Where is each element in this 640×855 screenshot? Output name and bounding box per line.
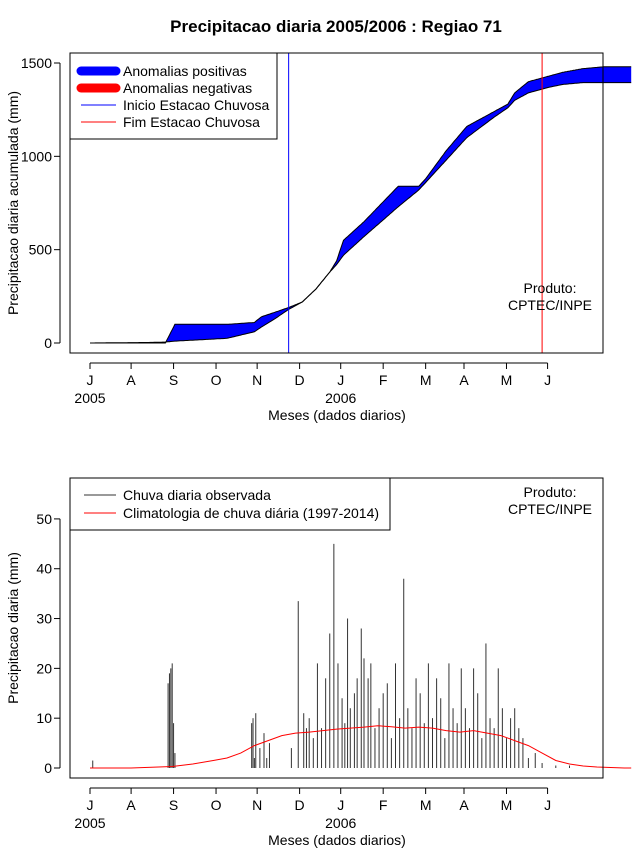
y-tick-label: 20	[36, 660, 52, 676]
x-tick-label: D	[295, 797, 305, 813]
top-product-source: CPTEC/INPE	[508, 297, 592, 313]
x-year-label: 2005	[74, 390, 105, 406]
observed-accumulated-line	[90, 66, 632, 344]
x-tick-label: J	[544, 797, 551, 813]
x-tick-label: A	[459, 797, 469, 813]
y-tick-label: 0	[44, 760, 52, 776]
x-tick-label: M	[501, 372, 513, 388]
legend-label-observed: Chuva diaria observada	[123, 487, 271, 503]
x-tick-label: J	[337, 797, 344, 813]
top-product-label: Produto:	[524, 280, 577, 296]
y-tick-label: 50	[36, 511, 52, 527]
x-year-label: 2006	[325, 815, 356, 831]
y-tick-label: 40	[36, 561, 52, 577]
x-tick-label: M	[420, 797, 432, 813]
bottom-legend-box	[69, 477, 391, 531]
x-tick-label: J	[544, 372, 551, 388]
bottom-product-label: Produto:	[524, 484, 577, 500]
y-tick-label: 10	[36, 710, 52, 726]
x-tick-label: M	[420, 372, 432, 388]
x-tick-label: S	[169, 372, 178, 388]
x-tick-label: A	[126, 797, 136, 813]
bottom-product-source: CPTEC/INPE	[508, 501, 592, 517]
legend-label-negative: Anomalias negativas	[123, 80, 252, 96]
bottom-y-axis-label: Precipitacao diaria (mm)	[5, 552, 21, 704]
y-tick-label: 0	[44, 335, 52, 351]
y-tick-label: 1500	[21, 55, 52, 71]
legend-label-inicio: Inicio Estacao Chuvosa	[123, 97, 270, 113]
top-legend: Anomalias positivas Anomalias negativas …	[69, 52, 278, 140]
y-tick-label: 500	[29, 242, 53, 258]
x-tick-label: M	[501, 797, 513, 813]
x-tick-label: N	[252, 372, 262, 388]
x-year-label: 2005	[74, 815, 105, 831]
top-x-axis-label: Meses (dados diarios)	[268, 407, 406, 423]
y-tick-label: 30	[36, 611, 52, 627]
bottom-x-axis-label: Meses (dados diarios)	[268, 832, 406, 848]
chart-title: Precipitacao diaria 2005/2006 : Regiao 7…	[170, 17, 502, 36]
x-tick-label: O	[211, 372, 222, 388]
x-tick-label: J	[87, 797, 94, 813]
daily-plot: 0 10 20 30 40 50 J A S O N D J F M A M J 2005 2006 Meses (…	[5, 477, 632, 848]
climatology-accumulated-line	[90, 82, 632, 344]
bottom-y-axis: 0 10 20 30 40 50	[36, 511, 61, 776]
x-tick-label: J	[337, 372, 344, 388]
y-tick-label: 1000	[21, 148, 52, 164]
x-tick-label: D	[295, 372, 305, 388]
legend-label-positive: Anomalias positivas	[123, 63, 247, 79]
x-tick-label: O	[211, 797, 222, 813]
x-tick-label: A	[459, 372, 469, 388]
x-tick-label: S	[169, 797, 178, 813]
legend-label-fim: Fim Estacao Chuvosa	[123, 114, 260, 130]
x-tick-label: N	[252, 797, 262, 813]
positive-anomaly-area	[165, 66, 632, 343]
top-x-axis: J A S O N D J F M A M J 2005 2006	[74, 362, 551, 406]
top-y-axis: 0 500 1000 1500	[21, 55, 61, 351]
legend-label-climatology: Climatologia de chuva diária (1997-2014)	[123, 505, 379, 521]
bottom-legend: Chuva diaria observada Climatologia de c…	[69, 477, 391, 531]
x-tick-label: J	[87, 372, 94, 388]
climatology-daily-line	[90, 725, 632, 769]
top-y-axis-label: Precipitacao diaria acumulada (mm)	[5, 91, 21, 315]
top-plot-frame	[69, 52, 604, 354]
accumulated-plot: 0 500 1000 1500 J A S O N D J F M A M J 2005 2006 Meses …	[5, 52, 632, 423]
x-tick-label: F	[379, 797, 388, 813]
bottom-x-axis: J A S O N D J F M A M J 2005 2006	[74, 787, 551, 831]
x-tick-label: A	[126, 372, 136, 388]
x-tick-label: F	[379, 372, 388, 388]
x-year-label: 2006	[325, 390, 356, 406]
